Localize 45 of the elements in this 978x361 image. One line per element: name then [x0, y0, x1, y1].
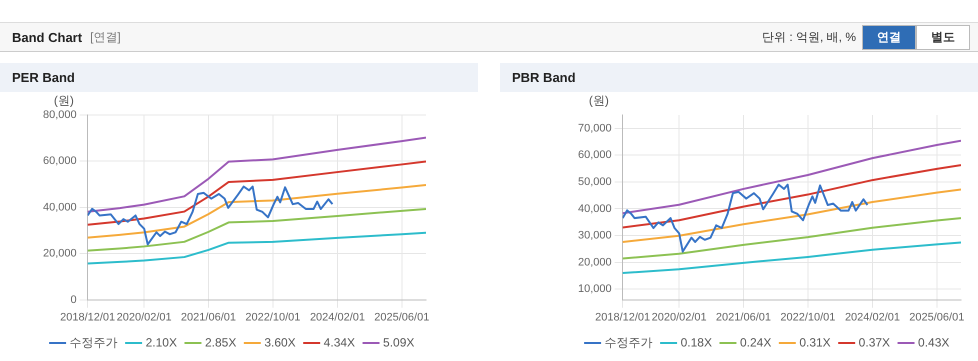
y-tick-label: 30,000 — [578, 230, 612, 242]
x-tick-label: 2025/06/01 — [374, 311, 430, 324]
legend-label: 0.37X — [858, 335, 890, 350]
x-tick-label: 2020/02/01 — [116, 311, 172, 324]
legend-label: 0.24X — [740, 335, 772, 350]
y-tick-label: 0 — [70, 294, 77, 306]
text: 연결 — [862, 24, 916, 50]
legend-label: 2.85X — [204, 335, 236, 350]
legend-label: 0.31X — [799, 335, 831, 350]
y-tick-label: 50,000 — [578, 176, 612, 188]
y-tick-label: 20,000 — [42, 248, 77, 260]
legend-label: 수정주가 — [604, 335, 653, 350]
x-tick-label: 2021/06/01 — [716, 311, 771, 324]
x-tick-label: 2021/06/01 — [180, 311, 236, 324]
x-tick-label: 2025/06/01 — [909, 311, 964, 324]
x-tick-label: 2018/12/01 — [595, 311, 650, 324]
text: 별도 — [916, 24, 970, 50]
text: [연결] — [90, 28, 121, 46]
x-tick-label: 2024/02/01 — [844, 311, 900, 324]
y-tick-label: 70,000 — [578, 122, 612, 134]
y-tick-label: 60,000 — [578, 149, 612, 162]
legend-label: 5.09X — [383, 335, 414, 350]
legend-label: 3.60X — [264, 335, 296, 350]
y-axis-title: (원) — [54, 93, 74, 108]
x-tick-label: 2018/12/01 — [60, 311, 116, 324]
y-tick-label: 20,000 — [578, 256, 612, 268]
legend-label: 2.10X — [146, 335, 177, 350]
y-tick-label: 60,000 — [42, 155, 77, 168]
chart-title: PER Band — [0, 63, 478, 92]
x-tick-label: 2024/02/01 — [310, 311, 366, 324]
y-tick-label: 40,000 — [578, 202, 612, 215]
y-tick-label: 40,000 — [42, 201, 77, 214]
y-tick-label: 10,000 — [578, 283, 612, 296]
x-tick-label: 2020/02/01 — [652, 311, 707, 324]
legend-label: 0.43X — [918, 335, 950, 350]
x-tick-label: 2022/10/01 — [780, 311, 836, 324]
text: 단위 : 억원, 배, % — [762, 28, 856, 46]
text: Band Chart — [12, 30, 82, 44]
x-tick-label: 2022/10/01 — [245, 311, 300, 324]
legend-label: 4.34X — [324, 335, 356, 350]
legend-label: 수정주가 — [70, 335, 118, 350]
y-tick-label: 80,000 — [42, 109, 77, 122]
y-axis-title: (원) — [588, 93, 609, 108]
chart-title: PBR Band — [500, 63, 978, 92]
legend-label: 0.18X — [680, 335, 712, 350]
